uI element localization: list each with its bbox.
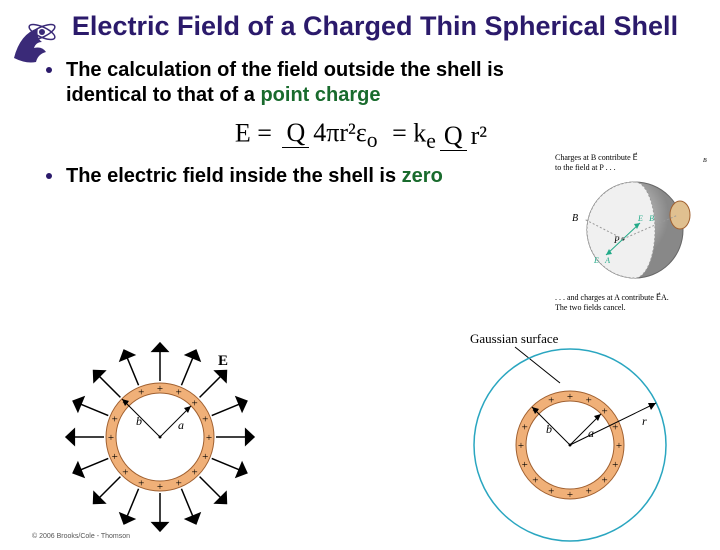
copyright: © 2006 Brooks/Cole - Thomson <box>32 533 130 540</box>
svg-text:+: + <box>176 477 182 489</box>
diagram-gaussian: Gaussian surface ++++++++++++++++ b a r <box>410 327 690 542</box>
svg-text:+: + <box>548 395 554 407</box>
svg-text:+: + <box>112 451 118 463</box>
svg-text:+: + <box>522 459 528 471</box>
svg-text:+: + <box>602 405 608 417</box>
svg-text:B: B <box>572 213 578 224</box>
svg-text:+: + <box>192 467 198 479</box>
svg-text:E⃗A: E⃗A <box>593 256 610 265</box>
svg-text:+: + <box>567 391 573 403</box>
slide-title: Electric Field of a Charged Thin Spheric… <box>70 10 680 42</box>
svg-text:+: + <box>522 421 528 433</box>
equation: E = Q4πr²εo = keQr² <box>40 118 690 154</box>
svg-text:+: + <box>567 489 573 501</box>
diagram-outside-field: ++++++++++++++++ b a E⃗ © 2006 Brooks/Co… <box>30 327 310 542</box>
svg-text:+: + <box>602 475 608 487</box>
svg-text:+: + <box>176 387 182 399</box>
svg-text:+: + <box>108 432 114 444</box>
svg-text:+: + <box>122 467 128 479</box>
svg-text:+: + <box>138 387 144 399</box>
svg-text:Gaussian surface: Gaussian surface <box>470 331 559 346</box>
svg-text:The two fields cancel.: The two fields cancel. <box>555 303 626 312</box>
svg-text:E⃗B: E⃗B <box>637 214 654 223</box>
svg-text:Charges at B contribute E⃗: Charges at B contribute E⃗ <box>555 152 638 162</box>
svg-text:+: + <box>206 432 212 444</box>
svg-text:to the field at P . . .: to the field at P . . . <box>555 163 616 172</box>
logo <box>4 14 64 74</box>
sphere-3d-diagram: Charges at B contribute E⃗ B to the fiel… <box>555 150 710 320</box>
bullet-2-text: The electric field inside the shell is z… <box>66 164 443 189</box>
svg-text:E⃗: E⃗ <box>218 353 240 369</box>
svg-text:a: a <box>178 418 184 432</box>
svg-text:a: a <box>588 426 594 440</box>
svg-text:+: + <box>157 481 163 493</box>
svg-text:+: + <box>586 485 592 497</box>
svg-text:r: r <box>642 414 647 428</box>
svg-text:b: b <box>136 414 142 428</box>
svg-text:+: + <box>532 475 538 487</box>
svg-text:+: + <box>202 413 208 425</box>
svg-text:+: + <box>586 395 592 407</box>
svg-text:b: b <box>546 422 552 436</box>
svg-text:+: + <box>518 440 524 452</box>
svg-text:+: + <box>202 451 208 463</box>
svg-text:+: + <box>112 413 118 425</box>
svg-text:+: + <box>157 383 163 395</box>
bullet-1: The calculation of the field outside the… <box>40 58 690 108</box>
svg-text:+: + <box>192 397 198 409</box>
svg-text:+: + <box>548 485 554 497</box>
svg-text:B: B <box>703 158 707 164</box>
bullet-dot <box>46 173 52 179</box>
svg-text:+: + <box>612 459 618 471</box>
svg-text:+: + <box>138 477 144 489</box>
bullet-1-text: The calculation of the field outside the… <box>66 58 546 108</box>
svg-text:. . . and charges at A contrib: . . . and charges at A contribute E⃗A. <box>555 292 669 302</box>
svg-text:+: + <box>616 440 622 452</box>
